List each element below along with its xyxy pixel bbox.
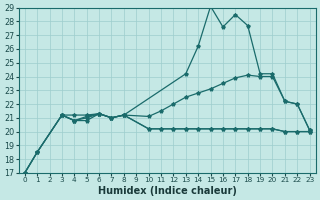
X-axis label: Humidex (Indice chaleur): Humidex (Indice chaleur) <box>98 186 237 196</box>
